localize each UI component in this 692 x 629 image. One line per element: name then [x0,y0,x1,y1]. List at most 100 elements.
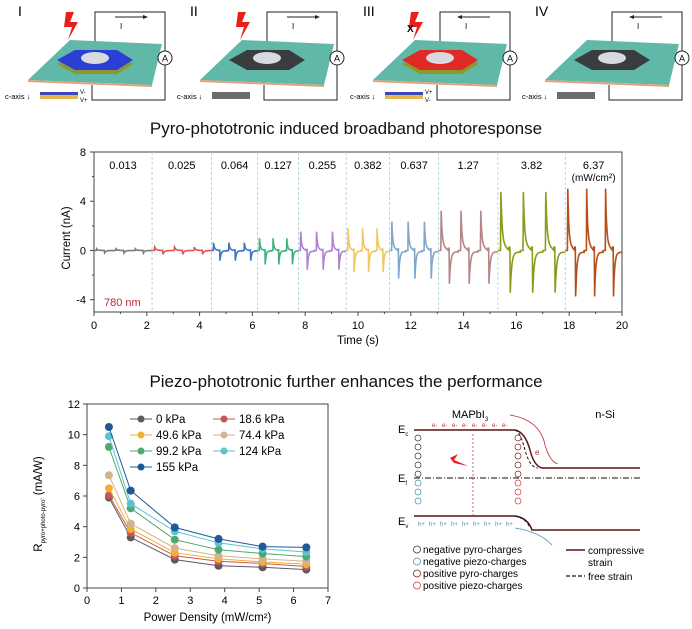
data-point [104,423,113,431]
section-title-piezo: Piezo-phototronic further enhances the p… [149,372,543,391]
ammeter-label: A [162,54,168,64]
blocked-x-icon: X [407,24,414,35]
y-axis-unit: (mA/W) [33,456,45,498]
arrow-head [457,15,462,19]
data-point [258,542,267,551]
legend-label: 99.2 kPa [156,446,202,458]
y-tick-label: 4 [80,196,86,208]
x-tick-label: 8 [302,320,308,332]
power-label: 0.382 [354,160,382,172]
y-axis-label: Current (nA) [61,206,73,269]
current-trace [211,242,258,261]
series-line [108,497,307,571]
electron-label: e [535,448,540,457]
polarization-top [40,92,78,95]
y-tick-label: 10 [68,430,80,442]
electron-label: e- [452,423,457,429]
charge-symbol [514,452,522,460]
charge-symbol [514,470,522,478]
charge-symbol [414,461,422,469]
electron-label: e- [492,423,497,429]
energy-level-label: Ec [398,424,408,438]
x-tick-label: 5 [256,595,262,607]
power-label: 6.37 [583,160,604,172]
data-point [126,499,135,508]
charge-symbol [514,434,522,442]
x-tick-label: 10 [352,320,364,332]
schematic-panel: IIAIphotoc-axis ↓ [177,3,345,101]
current-label: I [637,22,639,31]
charge-symbol [414,434,422,442]
current-label: I [292,22,294,31]
schematic-panel: IIIAIpyro'Xc-axis ↓V+V- [350,3,518,104]
energy-level-label: Ef [398,473,407,487]
level-subscript: v [405,524,408,530]
legend-marker [137,415,145,423]
legend-label: 0 kPa [156,414,186,426]
right-material-label: n-Si [595,409,615,421]
data-point [214,551,223,560]
valence-band-free [514,515,531,529]
legend-charge-icon [413,545,421,554]
current-label: I [120,22,122,31]
voltage-bottom: V- [425,98,431,104]
legend-line-label: strain [588,558,612,569]
current-trace [438,210,498,284]
current-trace [346,228,390,273]
data-point [104,491,113,500]
power-label: 0.637 [400,160,428,172]
arrow-head [315,15,320,19]
series-line [108,436,307,553]
light-bolt-icon [409,12,423,40]
series-line [108,426,307,548]
light-bolt-icon [64,12,78,40]
x-tick-label: 6 [249,320,255,332]
charge-symbol [414,443,422,451]
legend-charge-label: positive piezo-charges [423,581,523,592]
data-point [104,471,113,480]
power-unit-label: (mW/cm²) [572,173,616,184]
ammeter-label: A [507,54,513,64]
electron-label: e- [432,423,437,429]
hole-label: h+ [462,522,469,528]
charge-symbol [514,479,522,487]
legend-marker [220,431,228,439]
hole-label: h+ [473,522,480,528]
power-label: 0.025 [168,160,196,172]
charge-symbol [514,443,522,451]
electron-label: e- [442,423,447,429]
legend-line-label: compressive [588,546,645,557]
charge-symbol [414,488,422,496]
x-tick-label: 18 [563,320,575,332]
current-trace [94,246,153,256]
electron-label: e- [472,423,477,429]
y-tick-label: 12 [68,399,80,411]
y-axis-subscript: pyro+photo-pyro' [41,498,47,543]
hole-flow-arrow [514,527,553,546]
legend-line-label: free strain [588,572,632,583]
schematic-panel: IAIpyro+photoc-axis ↓V-V+ [5,3,173,104]
x-tick-label: 3 [187,595,193,607]
legend-marker [137,447,145,455]
charge-symbol [514,497,522,505]
electrode [426,52,454,64]
ammeter [329,50,345,66]
y-tick-label: 6 [74,491,80,503]
current-trace [389,221,439,279]
y-tick-label: -4 [76,295,86,307]
series-line [108,475,307,562]
schematic-panel: IVAIdarkc-axis ↓ [522,3,690,101]
electron-flow-arrow [509,414,559,465]
current-trace [298,231,347,270]
power-label: 0.064 [221,160,249,172]
data-point [214,545,223,554]
legend-charge-icon [413,569,421,578]
charge-symbol [414,452,422,460]
c-axis-label: c-axis ↓ [5,92,30,101]
charge-symbol [414,497,422,505]
hole-label: h+ [495,522,502,528]
legend-label: 18.6 kPa [239,414,285,426]
electron-label: e- [482,423,487,429]
panel-numeral: III [363,3,375,19]
x-axis-label: Time (s) [337,335,379,347]
